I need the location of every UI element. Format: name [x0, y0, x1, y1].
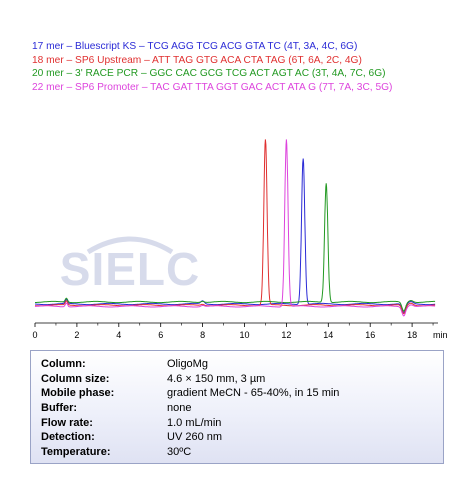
condition-value-buffer: none	[167, 402, 192, 415]
legend-entry-20mer: 20 mer – 3' RACE PCR – GGC CAC GCG TCG A…	[32, 68, 386, 80]
condition-label-column-size: Column size:	[41, 372, 110, 385]
condition-label-flow-rate: Flow rate:	[41, 416, 93, 429]
legend-entry-22mer: 22 mer – SP6 Promoter – TAC GAT TTA GGT …	[32, 81, 393, 93]
condition-value-column-size: 4.6 × 150 mm, 3 µm	[167, 372, 266, 385]
x-tick-label-18: 18	[407, 330, 417, 340]
trace-18mer	[35, 139, 436, 315]
condition-value-detection: UV 260 nm	[167, 431, 223, 444]
x-tick-label-6: 6	[158, 330, 163, 340]
condition-value-flow-rate: 1.0 mL/min	[167, 416, 222, 429]
x-axis-label: min	[433, 330, 448, 340]
condition-row: Column size: 4.6 × 150 mm, 3 µm	[41, 372, 339, 387]
condition-label-mobile-phase: Mobile phase:	[41, 387, 115, 400]
x-tick-label-12: 12	[281, 330, 291, 340]
condition-value-temperature: 30ºC	[167, 445, 192, 458]
trace-20mer	[35, 183, 436, 312]
trace-group	[34, 139, 436, 317]
x-tick-label-10: 10	[239, 330, 249, 340]
x-tick-label-16: 16	[365, 330, 375, 340]
chromatogram-plot: SIELC 0 2 4 6 8 10 12 14 16 18 min	[32, 139, 448, 340]
condition-label-detection: Detection:	[41, 431, 95, 444]
x-tick-label-2: 2	[74, 330, 79, 340]
condition-row: Temperature: 30ºC	[41, 445, 339, 460]
condition-label-column: Column:	[41, 358, 86, 371]
condition-row: Flow rate: 1.0 mL/min	[41, 415, 339, 430]
condition-row: Buffer: none	[41, 401, 339, 416]
chart-legend: 17 mer – Bluescript KS – TCG AGG TCG ACG…	[32, 40, 392, 94]
x-axis: 0 2 4 6 8 10 12 14 16 18	[32, 322, 438, 340]
condition-label-temperature: Temperature:	[41, 445, 111, 458]
condition-row: Column: OligoMg	[41, 357, 339, 372]
condition-label-buffer: Buffer:	[41, 402, 78, 415]
sielc-logo-watermark: SIELC	[60, 236, 200, 295]
x-tick-label-8: 8	[200, 330, 205, 340]
x-tick-label-0: 0	[32, 330, 37, 340]
condition-row: Detection: UV 260 nm	[41, 430, 339, 445]
conditions-panel: Column: OligoMg Column size: 4.6 × 150 mm,…	[30, 350, 444, 464]
legend-entry-18mer: 18 mer – SP6 Upstream – ATT TAG GTG ACA …	[32, 54, 362, 66]
trace-17mer	[35, 158, 436, 313]
condition-value-column: OligoMg	[167, 358, 208, 371]
legend-entry-17mer: 17 mer – Bluescript KS – TCG AGG TCG ACG…	[32, 41, 358, 52]
trace-22mer	[34, 139, 436, 317]
condition-row: Mobile phase: gradient MeCN - 65-40%, in …	[41, 386, 339, 401]
condition-value-mobile-phase: gradient MeCN - 65-40%, in 15 min	[167, 387, 340, 400]
x-tick-label-4: 4	[116, 330, 121, 340]
conditions-table: Column: OligoMg Column size: 4.6 × 150 mm,…	[41, 357, 339, 459]
x-tick-label-14: 14	[323, 330, 333, 340]
watermark-text: SIELC	[60, 243, 200, 295]
